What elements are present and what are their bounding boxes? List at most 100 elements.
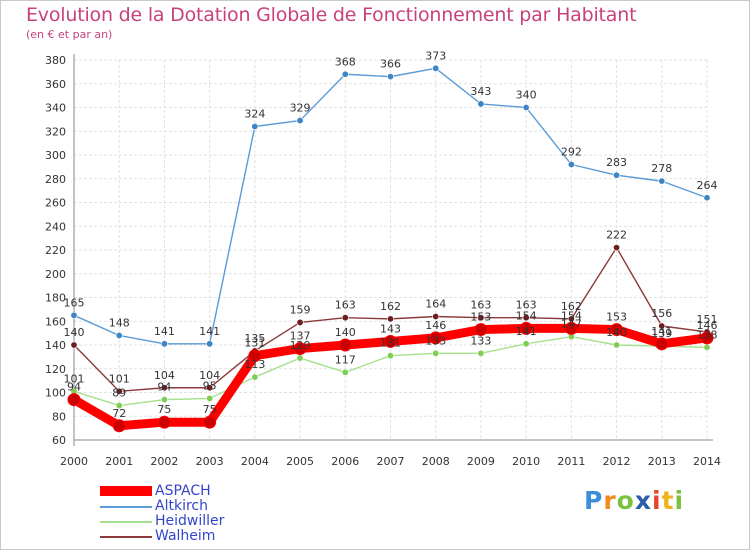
data-point-heidwiller	[703, 343, 711, 351]
y-tick-label: 60	[52, 434, 66, 447]
x-tick-label: 2008	[422, 455, 450, 468]
data-label-aspach: 137	[290, 330, 311, 343]
y-tick-label: 220	[45, 244, 66, 257]
data-label-aspach: 154	[561, 309, 582, 322]
data-point-altkirch	[115, 331, 123, 339]
data-point-altkirch	[296, 117, 304, 125]
y-tick-label: 320	[45, 125, 66, 138]
data-point-aspach	[203, 415, 217, 429]
y-tick-label: 300	[45, 149, 66, 162]
data-point-aspach	[610, 323, 624, 337]
data-point-altkirch	[432, 64, 440, 72]
data-point-heidwiller	[296, 354, 304, 362]
data-point-altkirch	[613, 171, 621, 179]
y-tick-label: 100	[45, 387, 66, 400]
x-tick-label: 2005	[286, 455, 314, 468]
data-label-walheim: 104	[154, 369, 175, 382]
legend-item-aspach: ASPACH	[100, 483, 360, 499]
data-point-walheim	[386, 315, 394, 323]
y-tick-label: 240	[45, 220, 66, 233]
logo-i: i	[652, 486, 662, 515]
data-label-heidwiller: 113	[244, 358, 265, 371]
data-point-aspach	[248, 349, 262, 363]
data-point-aspach	[112, 419, 126, 433]
data-label-walheim: 101	[109, 372, 130, 385]
logo-r: r	[603, 486, 617, 515]
data-label-heidwiller: 94	[157, 381, 171, 394]
data-point-walheim	[160, 384, 168, 392]
data-point-heidwiller	[477, 349, 485, 357]
data-point-altkirch	[703, 194, 711, 202]
data-label-walheim: 140	[64, 326, 85, 339]
legend-swatch	[100, 506, 152, 508]
data-label-heidwiller: 101	[64, 372, 85, 385]
data-label-altkirch: 366	[380, 58, 401, 71]
data-label-heidwiller: 129	[290, 339, 311, 352]
data-label-altkirch: 373	[425, 49, 446, 62]
data-label-walheim: 222	[606, 229, 627, 242]
data-point-altkirch	[341, 70, 349, 78]
legend-label: ASPACH	[155, 483, 211, 499]
data-label-heidwiller: 133	[425, 334, 446, 347]
data-label-aspach: 131	[244, 337, 265, 350]
x-tick-label: 2003	[196, 455, 224, 468]
data-label-walheim: 163	[516, 299, 537, 312]
x-tick-label: 2011	[557, 455, 585, 468]
data-label-heidwiller: 133	[470, 334, 491, 347]
data-point-altkirch	[386, 73, 394, 81]
data-point-heidwiller	[613, 341, 621, 349]
legend: ASPACH Altkirch Heidwiller Walheim	[100, 483, 360, 544]
data-point-aspach	[655, 337, 669, 351]
y-tick-label: 360	[45, 78, 66, 91]
x-tick-label: 2001	[105, 455, 133, 468]
x-tick-label: 2004	[241, 455, 269, 468]
data-label-altkirch: 148	[109, 317, 130, 330]
data-point-walheim	[613, 244, 621, 252]
data-point-aspach	[384, 334, 397, 348]
data-point-walheim	[658, 322, 666, 330]
x-tick-label: 2007	[377, 455, 405, 468]
x-tick-label: 2002	[150, 455, 178, 468]
legend-swatch	[100, 486, 152, 496]
data-point-aspach	[564, 321, 578, 335]
data-point-aspach	[474, 323, 488, 337]
data-label-walheim: 163	[335, 299, 356, 312]
data-label-walheim: 159	[290, 303, 311, 316]
data-label-aspach: 94	[67, 381, 81, 394]
data-point-heidwiller	[251, 373, 259, 381]
data-label-altkirch: 292	[561, 146, 582, 159]
data-label-heidwiller: 95	[203, 379, 217, 392]
data-label-heidwiller: 147	[561, 318, 582, 331]
data-point-heidwiller	[386, 352, 394, 360]
data-point-altkirch	[160, 340, 168, 348]
logo-i2: i	[674, 486, 685, 515]
data-label-heidwiller: 140	[606, 326, 627, 339]
data-point-aspach	[157, 415, 171, 429]
data-label-altkirch: 343	[470, 85, 491, 98]
proxiti-logo: Proxiti	[584, 486, 684, 515]
data-label-aspach: 75	[203, 403, 217, 416]
data-point-aspach	[700, 331, 714, 345]
legend-item-walheim: Walheim	[100, 528, 360, 544]
y-tick-label: 80	[52, 410, 66, 423]
data-point-walheim	[522, 314, 530, 322]
data-point-altkirch	[251, 123, 259, 131]
data-label-aspach: 146	[425, 319, 446, 332]
data-label-altkirch: 278	[651, 162, 672, 175]
data-point-heidwiller	[341, 368, 349, 376]
data-label-walheim: 156	[651, 307, 672, 320]
grid	[73, 59, 708, 441]
x-tick-label: 2000	[60, 455, 88, 468]
data-point-aspach	[429, 331, 443, 345]
data-point-heidwiller	[206, 394, 214, 402]
legend-label: Walheim	[155, 528, 216, 544]
data-label-heidwiller: 138	[697, 328, 718, 341]
data-point-walheim	[432, 312, 440, 320]
data-point-heidwiller	[432, 349, 440, 357]
data-label-aspach: 141	[651, 325, 672, 338]
data-point-altkirch	[522, 104, 530, 112]
logo-t: t	[661, 486, 675, 515]
y-tick-label: 200	[45, 268, 66, 281]
